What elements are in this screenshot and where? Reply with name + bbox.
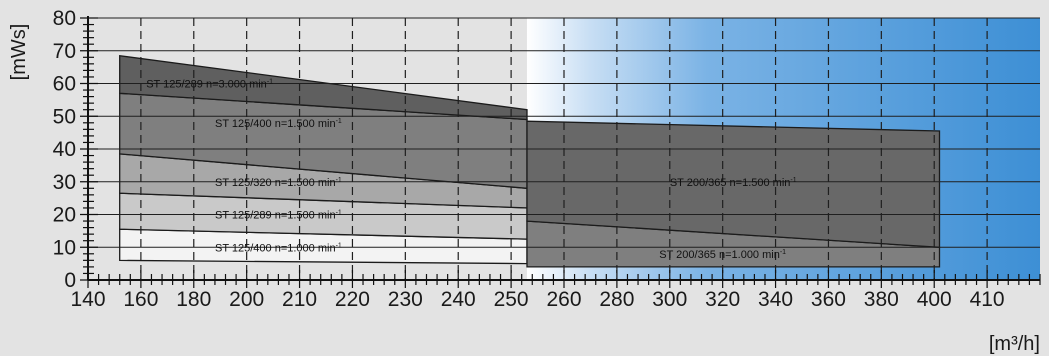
y-axis-title: [mWs]: [8, 24, 30, 81]
y-tick-label-80: 80: [53, 7, 76, 30]
y-tick-label-10: 10: [53, 236, 76, 259]
x-tick-label-260: 260: [546, 288, 581, 311]
region-label-6: ST 200/365 n=1.500 min-1: [670, 177, 797, 189]
x-tick-label-140: 140: [70, 288, 105, 311]
x-tick-label-240: 240: [441, 288, 476, 311]
y-tick-label-50: 50: [53, 105, 76, 128]
y-tick-label-30: 30: [53, 171, 76, 194]
x-tick-label-210: 210: [282, 288, 317, 311]
y-tick-label-0: 0: [64, 269, 76, 292]
chart-regions: [119, 54, 941, 268]
x-tick-label-220: 220: [335, 288, 370, 311]
region-label-1: ST 125/289 n=1.500 min-1: [215, 210, 342, 222]
x-tick-label-380: 380: [864, 288, 899, 311]
x-tick-label-340: 340: [758, 288, 793, 311]
x-tick-label-180: 180: [176, 288, 211, 311]
x-tick-label-300: 300: [652, 288, 687, 311]
chart-labels: 140 160 180 200 210 220 230 240 250 260 280 300 320 3…: [8, 7, 1040, 355]
y-tick-label-20: 20: [53, 204, 76, 227]
y-tick-label-40: 40: [53, 138, 76, 161]
region-label-0: ST 125/400 n=1.000 min-1: [215, 242, 342, 254]
chart-grid: [88, 17, 1040, 280]
x-tick-label-320: 320: [705, 288, 740, 311]
y-tick-label-70: 70: [53, 40, 76, 63]
x-tick-label-200: 200: [229, 288, 264, 311]
x-axis-title: [m³/h]: [989, 333, 1040, 355]
region-label-2: ST 125/320 n=1.500 min-1: [215, 177, 342, 189]
x-tick-label-280: 280: [599, 288, 634, 311]
x-tick-label-230: 230: [388, 288, 423, 311]
x-tick-label-360: 360: [811, 288, 846, 311]
region-label-5: ST 200/365 n=1.000 min-1: [659, 249, 786, 261]
region-label-3: ST 125/400 n=1.500 min-1: [215, 118, 342, 130]
x-tick-label-250: 250: [494, 288, 529, 311]
x-tick-label-160: 160: [123, 288, 158, 311]
region-4: [119, 54, 528, 121]
x-tick-label-410: 410: [970, 288, 1005, 311]
region-label-4: ST 125/289 n=3.000 min-1: [146, 79, 273, 91]
region-6: [526, 120, 941, 248]
y-tick-label-60: 60: [53, 73, 76, 96]
chart-axes: [80, 16, 1041, 288]
x-tick-label-400: 400: [917, 288, 952, 311]
